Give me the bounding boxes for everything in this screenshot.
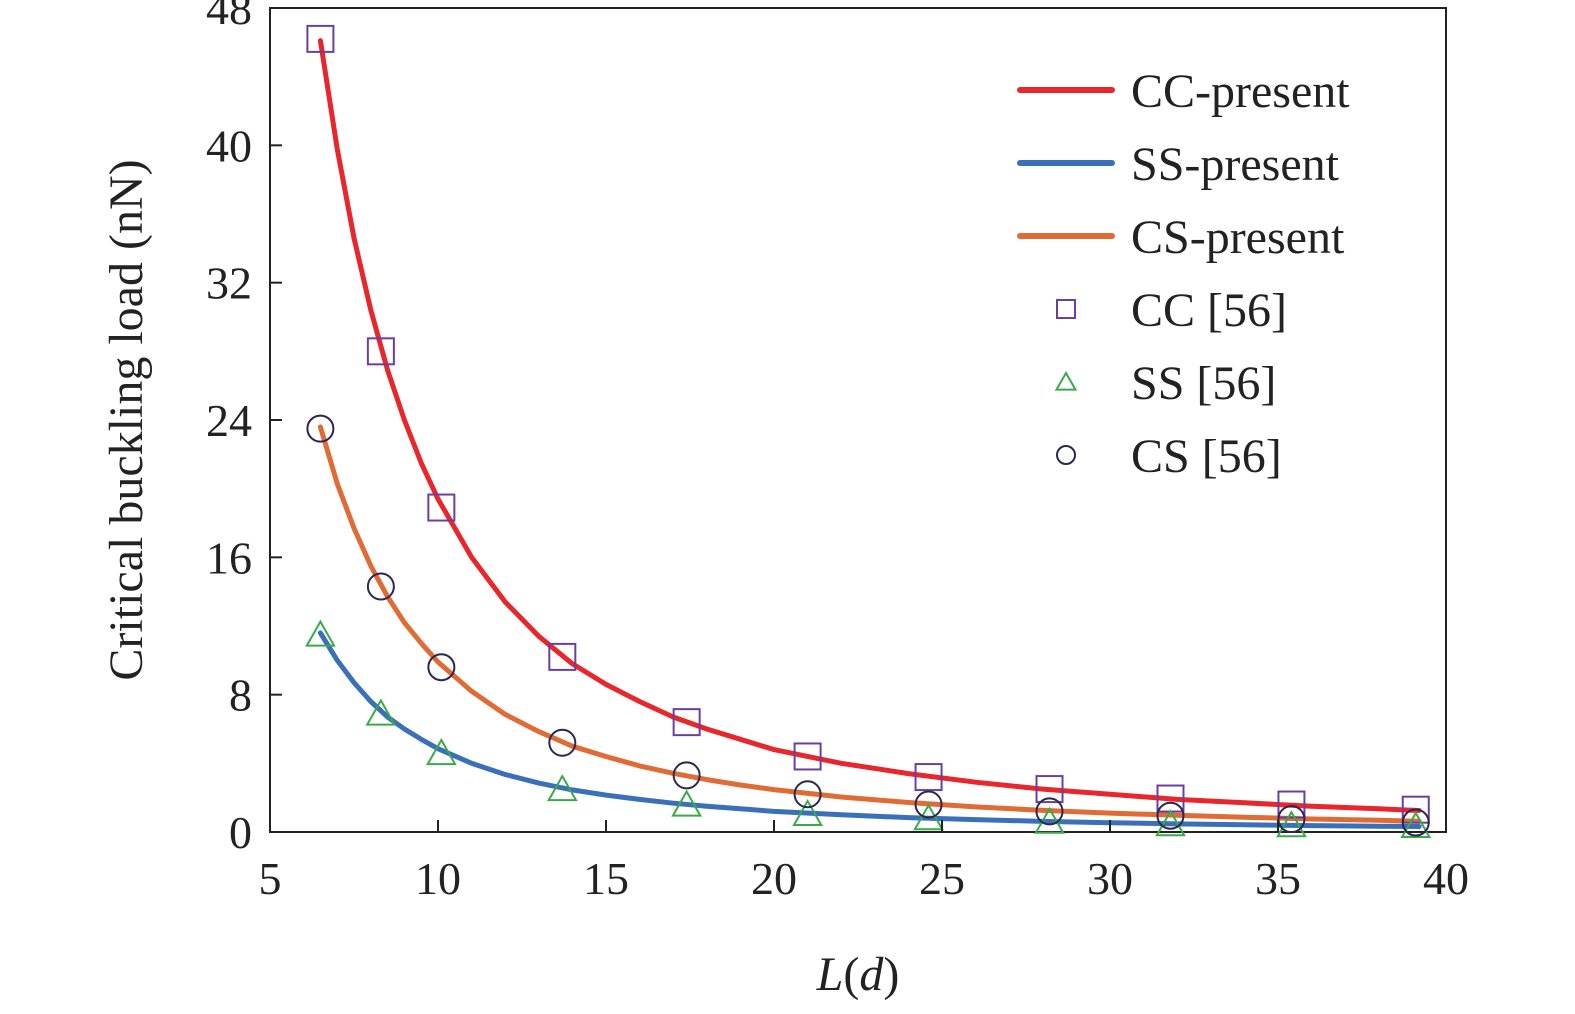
plot-area	[269, 7, 1447, 833]
marker-cc-56	[672, 708, 701, 737]
marker-cs-56	[914, 790, 943, 819]
marker-cc-56	[366, 337, 395, 366]
marker-cs-56	[793, 780, 822, 809]
x-axis-title: L(d)	[816, 948, 900, 1001]
x-tick-label: 5	[259, 853, 282, 904]
marker-cc-56	[427, 493, 456, 522]
marker-cc-56	[1401, 795, 1430, 824]
y-tick-label: 0	[229, 807, 252, 858]
marker-cc-56	[793, 742, 822, 771]
y-tick-label: 32	[206, 258, 252, 309]
legend-label-cc-56: CC [56]	[1131, 284, 1287, 337]
marker-ss-56	[546, 774, 578, 802]
series-line-ss-present	[317, 630, 1422, 829]
plot-frame	[269, 7, 1447, 833]
marker-cs-56	[366, 572, 395, 601]
marker-ss-56	[1400, 810, 1432, 838]
y-tick-label: 40	[206, 120, 252, 171]
axes-layer: 5 10 15 20 25 30 35 40 0 8 16 24 32 40 48 L(d) Critical …	[100, 0, 1469, 1001]
marker-cs-56	[548, 728, 577, 757]
marker-cc-56	[306, 24, 335, 53]
series-layer	[305, 24, 1432, 838]
marker-ss-56	[305, 619, 336, 647]
marker-cs-56	[427, 653, 456, 682]
marker-ss-56	[1155, 809, 1186, 837]
legend-label-ss-present: SS-present	[1131, 138, 1340, 191]
y-tick-label: 8	[229, 670, 252, 721]
x-tick-label: 15	[583, 853, 629, 904]
marker-cc-56	[1035, 775, 1064, 804]
marker-cc-56	[914, 763, 943, 792]
marker-cs-56	[1035, 797, 1064, 826]
legend-swatch-cs-56	[1056, 445, 1076, 465]
x-tick-label: 40	[1423, 853, 1469, 904]
marker-ss-56	[1276, 810, 1307, 838]
marker-ss-56	[792, 798, 824, 826]
series-line-cc-present	[317, 38, 1422, 813]
legend: CC-present SS-present CS-present CC [56] SS …	[1017, 65, 1350, 483]
marker-cc-56	[1277, 790, 1306, 819]
marker-cs-56	[306, 414, 335, 443]
legend-label-ss-56: SS [56]	[1131, 357, 1276, 410]
marker-ss-56	[365, 698, 397, 726]
legend-label-cc-present: CC-present	[1131, 65, 1350, 118]
legend-swatch-cc-56	[1056, 299, 1076, 319]
y-tick-label: 24	[206, 395, 252, 446]
x-tick-label: 20	[751, 853, 797, 904]
series-line-cs-present	[317, 424, 1422, 824]
marker-cs-56	[1401, 808, 1430, 837]
marker-cs-56	[1277, 805, 1306, 834]
marker-cc-56	[548, 642, 577, 671]
x-tick-label: 30	[1087, 853, 1133, 904]
marker-ss-56	[671, 789, 703, 817]
marker-ss-56	[1034, 806, 1065, 834]
legend-swatch-ss-56	[1054, 370, 1078, 391]
marker-ss-56	[425, 737, 457, 766]
legend-label-cs-56: CS [56]	[1131, 430, 1282, 483]
x-tick-label: 35	[1255, 853, 1301, 904]
x-tick-label: 25	[919, 853, 965, 904]
marker-cs-56	[672, 761, 701, 790]
y-axis-title: Critical buckling load (nN)	[100, 159, 153, 680]
marker-cs-56	[1156, 801, 1185, 830]
y-tick-label: 16	[206, 532, 252, 583]
y-tick-label: 48	[206, 0, 252, 34]
x-tick-label: 10	[415, 853, 461, 904]
marker-ss-56	[913, 803, 944, 831]
legend-label-cs-present: CS-present	[1131, 211, 1345, 264]
